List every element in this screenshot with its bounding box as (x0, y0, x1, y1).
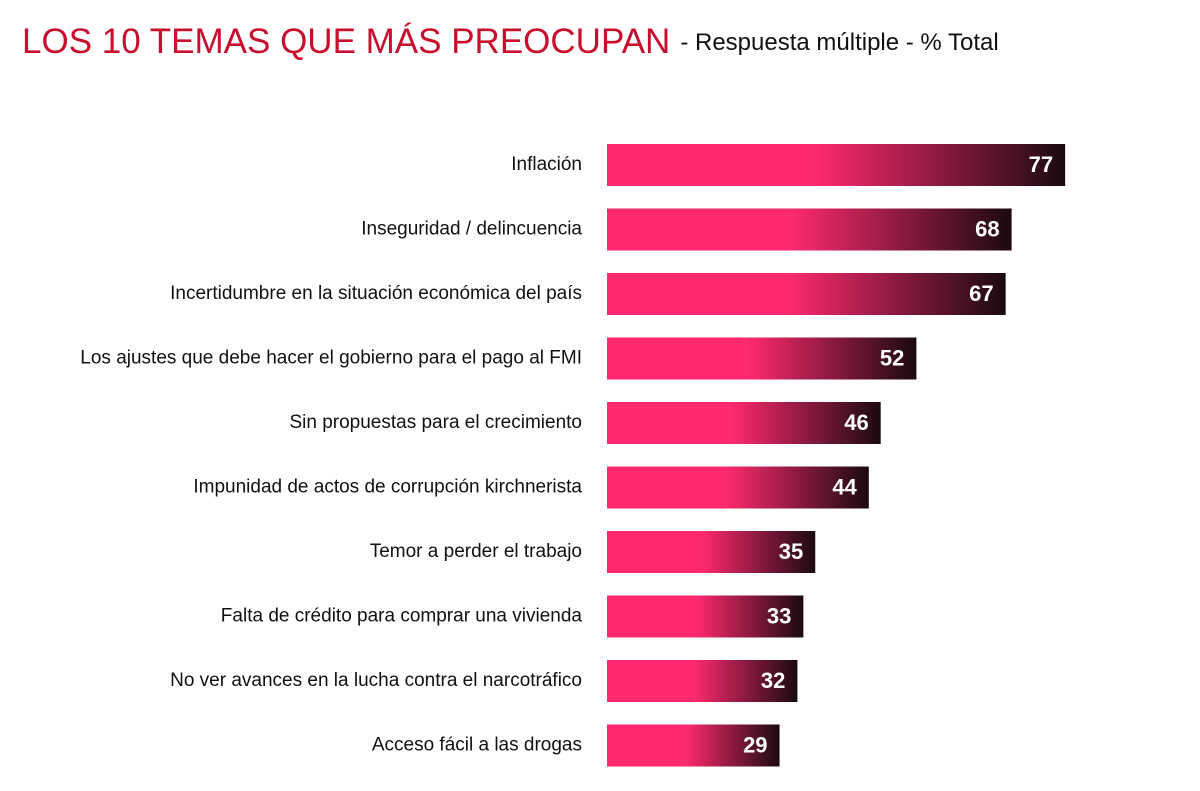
value-label: 52 (880, 345, 904, 370)
bar (607, 724, 780, 767)
bar (607, 660, 798, 702)
value-label: 68 (975, 216, 999, 241)
bar (607, 208, 1012, 251)
value-label: 46 (844, 410, 868, 435)
category-label: Temor a perder el trabajo (370, 541, 582, 562)
bar (607, 144, 1066, 186)
bar (607, 337, 917, 380)
category-label: Inflación (511, 154, 582, 175)
bar (607, 402, 881, 444)
value-label: 44 (832, 474, 857, 499)
value-label: 32 (761, 668, 785, 693)
value-label: 33 (767, 603, 791, 628)
value-label: 67 (969, 281, 993, 306)
category-label: Inseguridad / delincuencia (361, 219, 582, 240)
bar (607, 466, 869, 509)
chart-heading: LOS 10 TEMAS QUE MÁS PREOCUPAN - Respuest… (22, 22, 999, 61)
category-label: No ver avances en la lucha contra el nar… (170, 670, 582, 691)
category-label: Acceso fácil a las drogas (372, 735, 582, 756)
bar (607, 273, 1006, 315)
category-label: Incertidumbre en la situación económica … (170, 283, 582, 304)
bar (607, 531, 816, 573)
bar (607, 595, 804, 638)
category-label: Los ajustes que debe hacer el gobierno p… (80, 348, 582, 369)
chart-title: LOS 10 TEMAS QUE MÁS PREOCUPAN (22, 22, 670, 61)
value-label: 35 (779, 539, 803, 564)
value-label: 29 (743, 732, 767, 757)
category-label: Impunidad de actos de corrupción kirchne… (193, 477, 582, 498)
chart-subtitle: - Respuesta múltiple - % Total (680, 29, 998, 56)
category-label: Falta de crédito para comprar una vivien… (221, 606, 583, 627)
category-label: Sin propuestas para el crecimiento (289, 412, 582, 433)
value-label: 77 (1029, 152, 1053, 177)
